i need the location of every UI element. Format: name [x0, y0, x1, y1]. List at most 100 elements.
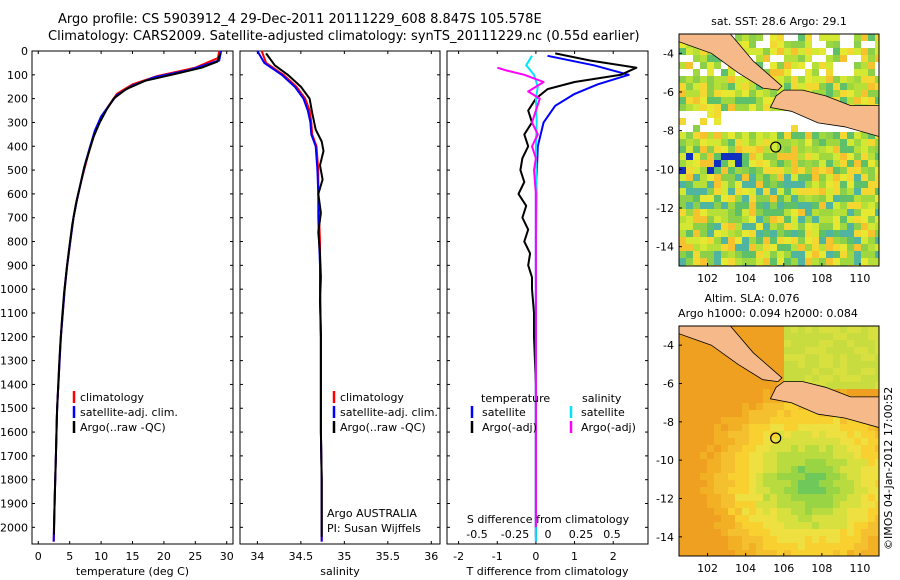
- map-cell: [847, 153, 854, 160]
- map-cell: [735, 536, 742, 543]
- map-cell: [749, 97, 756, 104]
- map-cell: [700, 473, 707, 480]
- map-cell: [686, 223, 693, 230]
- map-cell: [763, 97, 770, 104]
- map-cell: [777, 501, 784, 508]
- map-cell: [714, 508, 721, 515]
- map-cell: [721, 543, 728, 550]
- map-cell: [805, 237, 812, 244]
- map-cell: [840, 209, 847, 216]
- map-cell: [700, 403, 707, 410]
- map-cell: [805, 543, 812, 550]
- map-cell: [875, 41, 879, 48]
- map-cell: [770, 361, 777, 368]
- map-cell: [826, 340, 833, 347]
- map-cell: [791, 424, 798, 431]
- map-cell: [728, 146, 735, 153]
- map-cell: [777, 354, 784, 361]
- map-cell: [840, 550, 847, 556]
- map-cell: [819, 515, 826, 522]
- map-cell: [749, 347, 756, 354]
- map-cell: [756, 508, 763, 515]
- map-cell: [784, 466, 791, 473]
- map-cell: [763, 174, 770, 181]
- sla-map-title-2: Argo h1000: 0.094 h2000: 0.084: [678, 307, 858, 320]
- map-cell: [756, 181, 763, 188]
- map-cell: [875, 244, 879, 251]
- map-cell: [721, 536, 728, 543]
- map-cell: [791, 368, 798, 375]
- map-cell: [686, 445, 693, 452]
- map-cell: [826, 536, 833, 543]
- map-cell: [707, 139, 714, 146]
- map-cell: [805, 347, 812, 354]
- map-cell: [861, 195, 868, 202]
- map-cell: [742, 396, 749, 403]
- map-cell: [749, 445, 756, 452]
- map-cell: [847, 522, 854, 529]
- map-cell: [868, 459, 875, 466]
- map-cell: [686, 62, 693, 69]
- map-cell: [819, 83, 826, 90]
- map-cell: [798, 132, 805, 139]
- map-cell: [700, 410, 707, 417]
- map-cell: [812, 333, 819, 340]
- float-marker: [770, 141, 782, 153]
- map-cell: [777, 480, 784, 487]
- map-cell: [735, 508, 742, 515]
- map-cell: [728, 473, 735, 480]
- map-cell: [763, 181, 770, 188]
- map-cell: [686, 48, 693, 55]
- map-cell: [679, 146, 686, 153]
- map-cell: [742, 237, 749, 244]
- map-cell: [707, 438, 714, 445]
- map-cell: [735, 382, 742, 389]
- map-cell: [700, 83, 707, 90]
- map-cell: [735, 139, 742, 146]
- map-x-tick-label: 110: [849, 272, 870, 285]
- map-cell: [847, 146, 854, 153]
- map-cell: [679, 522, 686, 529]
- map-cell: [700, 438, 707, 445]
- map-cell: [756, 536, 763, 543]
- map-cell: [819, 508, 826, 515]
- map-cell: [798, 174, 805, 181]
- map-cell: [868, 550, 875, 556]
- map-cell: [735, 125, 742, 132]
- map-cell: [826, 354, 833, 361]
- map-cell: [798, 333, 805, 340]
- map-cell: [819, 76, 826, 83]
- map-cell: [812, 445, 819, 452]
- map-cell: [854, 445, 861, 452]
- map-cell: [854, 368, 861, 375]
- map-cell: [679, 333, 686, 340]
- map-cell: [868, 466, 875, 473]
- map-cell: [763, 118, 770, 125]
- map-cell: [847, 466, 854, 473]
- map-cell: [833, 417, 840, 424]
- map-cell: [868, 188, 875, 195]
- map-cell: [756, 118, 763, 125]
- map-content: [679, 326, 879, 556]
- map-cell: [735, 209, 742, 216]
- map-cell: [742, 181, 749, 188]
- x-tick-label: 34: [250, 550, 264, 563]
- map-cell: [693, 445, 700, 452]
- map-y-tick-label: -12: [656, 493, 674, 506]
- map-cell: [819, 326, 826, 333]
- map-cell: [805, 69, 812, 76]
- map-cell: [791, 417, 798, 424]
- map-cell: [756, 258, 763, 265]
- map-cell: [763, 48, 770, 55]
- map-cell: [861, 438, 868, 445]
- map-cell: [805, 146, 812, 153]
- y-tick-label: 1200: [0, 331, 28, 344]
- map-cell: [742, 487, 749, 494]
- map-cell: [805, 251, 812, 258]
- map-cell: [742, 251, 749, 258]
- map-cell: [791, 139, 798, 146]
- map-cell: [749, 452, 756, 459]
- map-cell: [686, 375, 693, 382]
- map-cell: [700, 230, 707, 237]
- map-cell: [721, 181, 728, 188]
